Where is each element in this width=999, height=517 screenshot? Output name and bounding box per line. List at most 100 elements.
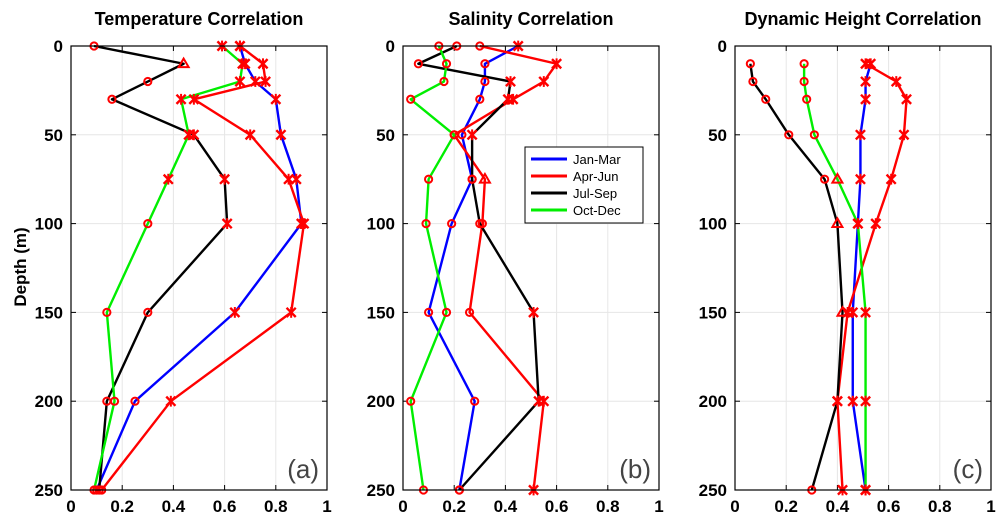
series-line bbox=[100, 45, 306, 491]
data-point-star-marker bbox=[505, 76, 516, 87]
series-line bbox=[802, 63, 867, 490]
x-tick-label: 1 bbox=[986, 497, 995, 516]
panels: Temperature Correlation 0 0.2 0.4 0.6 0.8 1 0 50… bbox=[35, 9, 996, 516]
data-point-circle-marker bbox=[464, 307, 475, 317]
data-point-circle-marker bbox=[475, 219, 485, 229]
data-point-circle-marker bbox=[413, 59, 423, 69]
data-point-circle-marker bbox=[130, 396, 140, 406]
x-tick-label: 0.4 bbox=[826, 497, 850, 516]
data-point-star-marker bbox=[551, 58, 563, 70]
series-line bbox=[417, 44, 540, 491]
data-point-star-marker bbox=[538, 76, 550, 87]
x-tick-label: 0.2 bbox=[442, 497, 466, 516]
data-point-star-marker bbox=[234, 76, 246, 87]
data-point-star-marker bbox=[831, 395, 843, 407]
data-point-circle-marker bbox=[406, 396, 416, 406]
data-point-circle-marker bbox=[406, 94, 416, 104]
data-point-circle-marker bbox=[143, 219, 153, 229]
data-point-star-marker bbox=[298, 218, 310, 230]
data-point-star-marker bbox=[188, 93, 200, 105]
axes-frame bbox=[402, 45, 660, 491]
x-tick-label: 0 bbox=[730, 497, 739, 516]
series-line bbox=[92, 45, 244, 491]
series-jul-sep bbox=[93, 44, 229, 491]
x-tick-label: 0.2 bbox=[110, 497, 134, 516]
x-tick-label: 0.6 bbox=[545, 497, 569, 516]
markers-jul-sep bbox=[413, 41, 545, 495]
data-point-star-marker bbox=[244, 129, 256, 141]
panel-label: (c) bbox=[953, 454, 983, 484]
series-jul-sep bbox=[749, 63, 844, 491]
data-point-circle-marker bbox=[107, 94, 117, 104]
x-tick-label: 0.4 bbox=[494, 497, 518, 516]
series-oct-dec bbox=[409, 45, 456, 491]
data-point-star-marker bbox=[260, 76, 272, 87]
series-apr-jun bbox=[100, 45, 306, 491]
series-oct-dec bbox=[802, 63, 867, 490]
x-tick-label: 1 bbox=[654, 497, 663, 516]
data-point-circle-marker bbox=[480, 59, 490, 69]
series-oct-dec bbox=[92, 45, 244, 491]
data-point-star-marker bbox=[275, 129, 287, 141]
grid bbox=[70, 45, 328, 491]
data-point-circle-marker bbox=[447, 219, 457, 229]
y-tick-label: 250 bbox=[367, 481, 395, 500]
y-tick-label: 250 bbox=[699, 481, 727, 500]
data-point-circle-marker bbox=[748, 76, 758, 87]
data-point-star-marker bbox=[219, 173, 231, 185]
series-line bbox=[427, 44, 519, 491]
markers-jul-sep bbox=[745, 59, 850, 495]
data-point-circle-marker bbox=[809, 130, 819, 140]
legend: Jan-Mar Apr-Jun Jul-Sep Oct-Dec bbox=[524, 146, 644, 224]
data-point-star-marker bbox=[852, 218, 864, 230]
data-point-circle-marker bbox=[424, 307, 434, 317]
data-point-star-marker bbox=[283, 173, 295, 185]
data-point-star-marker bbox=[270, 93, 282, 105]
data-point-star-marker bbox=[854, 173, 866, 185]
data-point-triangle-marker bbox=[176, 56, 191, 69]
data-point-triangle-marker bbox=[478, 172, 492, 184]
data-point-star-marker bbox=[221, 218, 233, 230]
data-point-circle-marker bbox=[467, 174, 477, 184]
data-point-circle-marker bbox=[799, 76, 809, 87]
axes-frame bbox=[70, 45, 328, 491]
plot-area bbox=[71, 46, 327, 490]
data-point-star-marker bbox=[890, 76, 902, 87]
data-point-star-marker bbox=[237, 58, 248, 70]
y-tick-label: 200 bbox=[699, 392, 727, 411]
data-point-star-marker bbox=[528, 306, 540, 318]
series-jul-sep bbox=[417, 44, 540, 491]
y-tick-label: 200 bbox=[367, 392, 395, 411]
data-point-triangle-marker bbox=[835, 305, 850, 317]
y-tick-label: 50 bbox=[44, 126, 63, 145]
data-point-circle-marker bbox=[424, 174, 434, 184]
data-point-circle-marker bbox=[109, 396, 120, 406]
x-tick-label: 0.8 bbox=[596, 497, 620, 516]
x-tick-label: 0.8 bbox=[264, 497, 288, 516]
data-point-star-marker bbox=[285, 306, 297, 318]
data-point-star-marker bbox=[533, 395, 545, 407]
y-tick-label: 50 bbox=[708, 126, 727, 145]
data-point-star-marker bbox=[860, 395, 872, 407]
legend-entry: Jan-Mar bbox=[573, 152, 621, 167]
data-point-star-marker bbox=[870, 218, 882, 230]
y-tick-label: 150 bbox=[367, 303, 395, 322]
data-point-circle-marker bbox=[143, 76, 153, 87]
data-point-circle-marker bbox=[745, 59, 755, 69]
x-tick-label: 0.8 bbox=[928, 497, 952, 516]
data-point-circle-marker bbox=[102, 307, 112, 317]
chart-panel-1: Temperature Correlation 0 0.2 0.4 0.6 0.8 1 0 50… bbox=[35, 9, 332, 516]
legend-entry: Jul-Sep bbox=[573, 186, 617, 201]
data-point-circle-marker bbox=[441, 59, 452, 69]
data-point-star-marker bbox=[860, 76, 872, 87]
y-tick-label: 200 bbox=[35, 392, 63, 411]
y-tick-label: 150 bbox=[699, 303, 727, 322]
data-point-circle-marker bbox=[449, 130, 459, 140]
y-tick-label: 100 bbox=[699, 215, 727, 234]
y-tick-label: 150 bbox=[35, 303, 63, 322]
data-point-star-marker bbox=[860, 306, 872, 318]
y-tick-label: 0 bbox=[54, 37, 63, 56]
data-point-triangle-marker bbox=[830, 216, 845, 228]
series-line bbox=[93, 44, 229, 491]
